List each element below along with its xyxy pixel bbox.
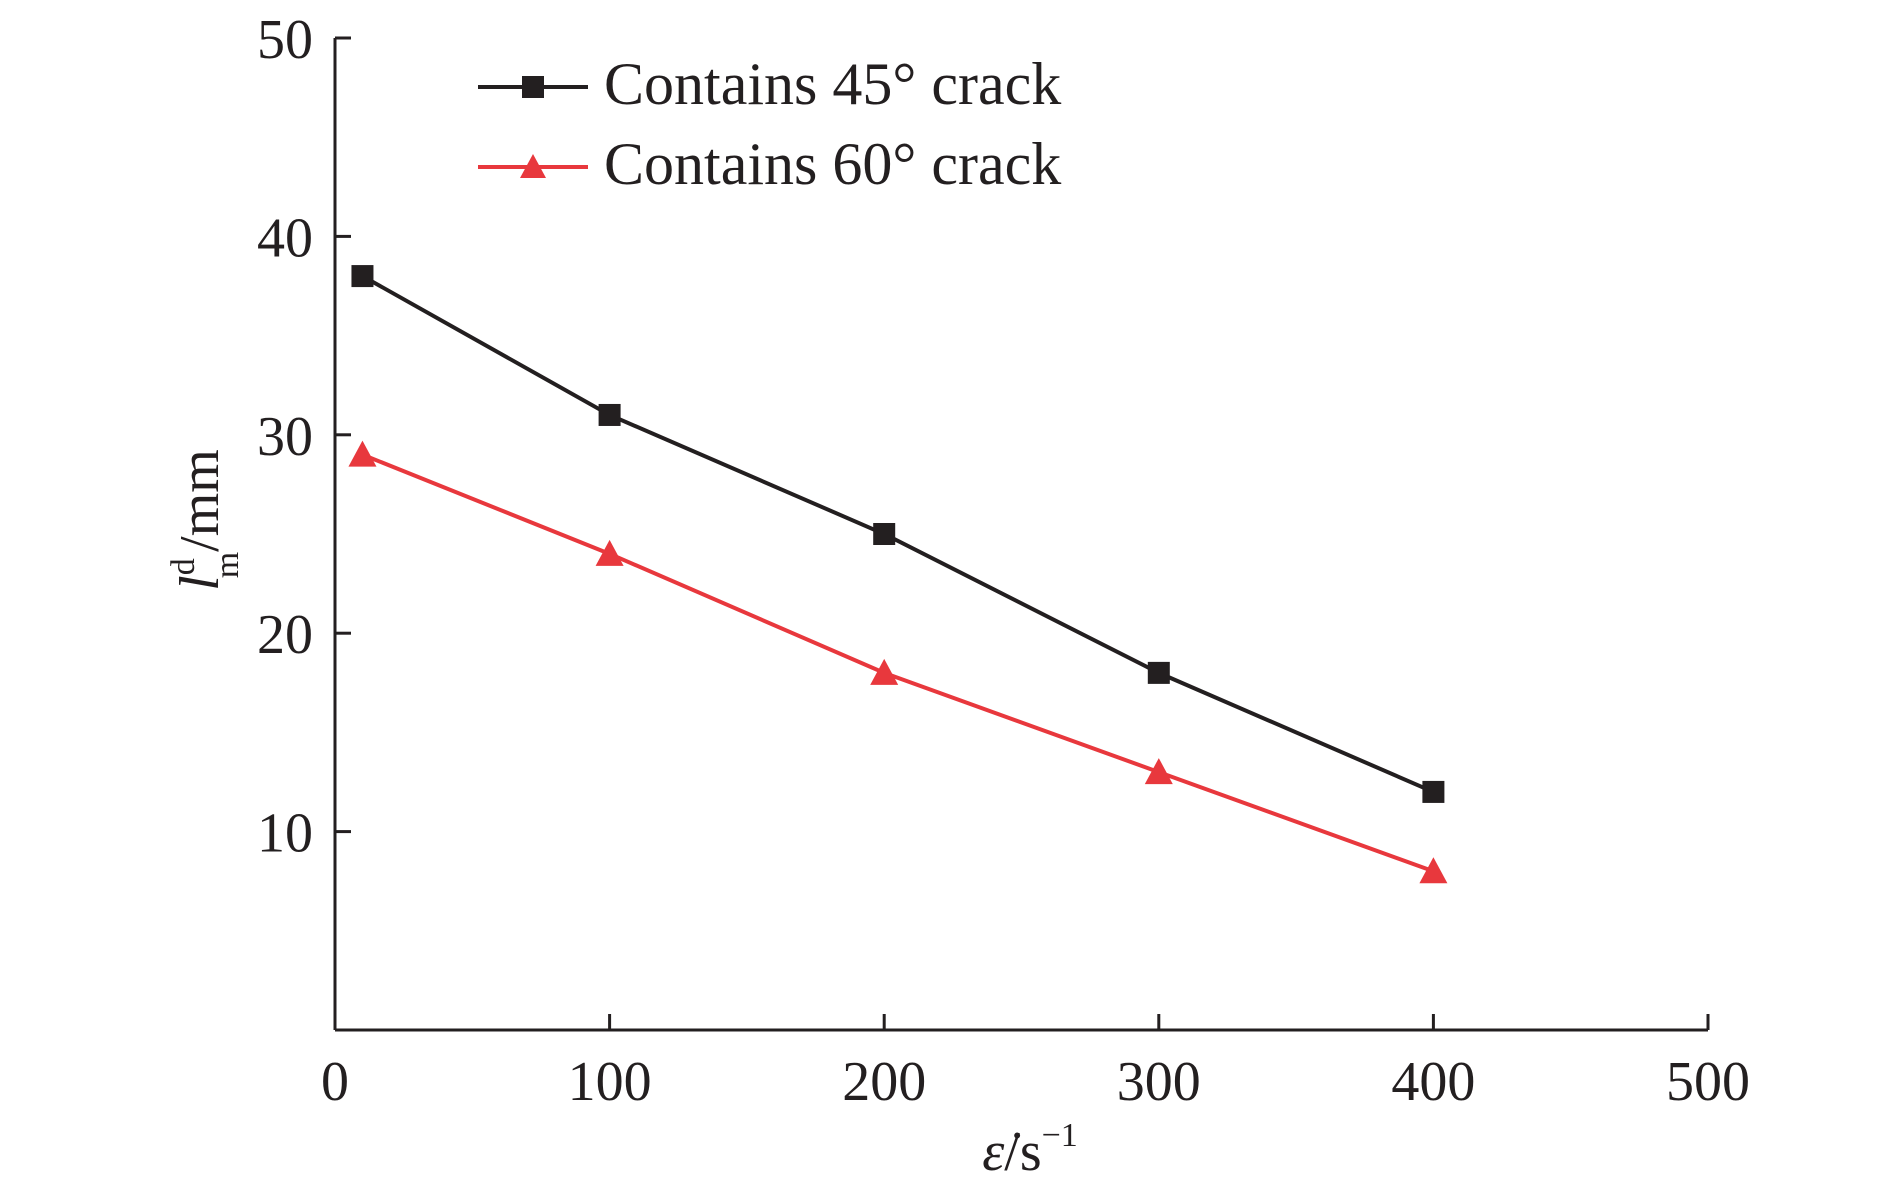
legend-label-45: Contains 45° crack <box>604 51 1061 117</box>
y-tick-label: 50 <box>257 9 313 71</box>
y-tick-label: 20 <box>257 604 313 666</box>
legend-item-60: Contains 60° crack <box>478 131 1061 197</box>
legend-label-60: Contains 60° crack <box>604 131 1061 197</box>
y-tick-label: 10 <box>257 803 313 865</box>
legend-item-45: Contains 45° crack <box>478 51 1061 117</box>
data-point <box>595 539 624 566</box>
x-tick-label: 400 <box>1391 1051 1475 1113</box>
series-line-1 <box>361 274 1435 794</box>
data-point <box>1147 661 1170 684</box>
data-point <box>351 265 374 288</box>
series-layer <box>348 265 1448 884</box>
x-tick-label: 100 <box>568 1051 652 1113</box>
data-point <box>348 440 377 467</box>
data-point <box>1419 857 1448 884</box>
x-tick-label: 500 <box>1666 1051 1750 1113</box>
y-tick-label: 30 <box>257 406 313 468</box>
data-point <box>1422 780 1445 803</box>
legend: Contains 45° crack Contains 60° crack <box>478 51 1061 197</box>
legend-triangle-marker <box>520 154 546 178</box>
x-tick-label: 0 <box>321 1051 349 1113</box>
x-axis-label: ε̇/s−1 <box>982 1117 1078 1183</box>
data-point <box>598 403 621 426</box>
axes: 0 100 200 300 400 500 10 20 30 40 50 <box>257 9 1750 1113</box>
x-tick-label: 200 <box>842 1051 926 1113</box>
data-point <box>1144 758 1173 785</box>
data-point <box>870 658 899 685</box>
y-axis-label: ld m/mm <box>165 449 246 591</box>
data-point <box>873 523 896 545</box>
y-tick-label: 40 <box>257 207 313 269</box>
series-line-2 <box>361 452 1435 874</box>
x-tick-label: 300 <box>1117 1051 1201 1113</box>
legend-square-marker <box>522 76 544 98</box>
